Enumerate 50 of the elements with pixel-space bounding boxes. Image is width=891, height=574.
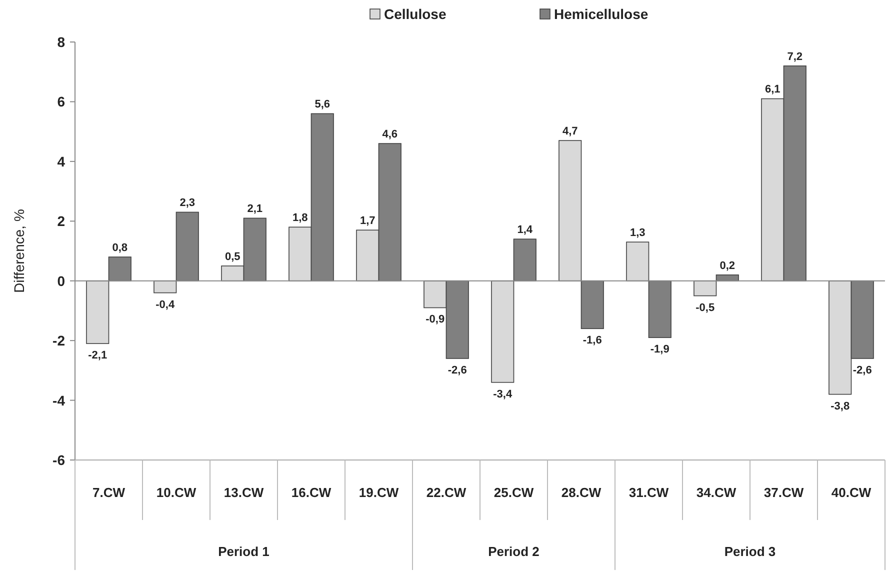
x-tick-label: 16.CW: [291, 485, 332, 500]
data-label: 4,7: [562, 126, 578, 138]
x-tick-label: 19.CW: [358, 485, 400, 500]
y-tick-label: -2: [52, 332, 66, 349]
x-tick-label: 22.CW: [426, 485, 467, 500]
data-label: 6,1: [764, 84, 780, 96]
data-label: -0,9: [426, 314, 445, 326]
data-label: 1,8: [292, 212, 308, 224]
data-label: -3,8: [830, 400, 850, 412]
legend-label: Cellulose: [384, 6, 446, 22]
data-label: 5,6: [314, 98, 330, 111]
data-label: 1,4: [517, 224, 534, 236]
y-tick-label: 0: [57, 272, 66, 289]
data-label: -0,5: [696, 302, 715, 314]
x-tick-label: 25.CW: [494, 485, 534, 500]
data-label: -2,6: [852, 364, 872, 376]
data-label: 1,7: [360, 215, 376, 228]
text: Period 3: [724, 544, 776, 559]
y-tick-label: 6: [57, 94, 66, 110]
data-label: -3,4: [493, 388, 513, 400]
data-label: -1,9: [650, 344, 670, 356]
text: Period 1: [218, 544, 270, 559]
x-tick-label: 13.CW: [224, 485, 264, 500]
text: Period 2: [488, 544, 540, 559]
x-tick-label: 10.CW: [156, 485, 197, 500]
x-tick-label: 34.CW: [696, 485, 737, 500]
data-label: 7,2: [787, 50, 803, 63]
data-label: 0,2: [720, 260, 736, 272]
y-tick-label: -6: [52, 452, 66, 468]
data-label: 2,3: [180, 197, 196, 210]
legend-label: Hemicellulose: [554, 6, 648, 22]
x-tick-label: 7.CW: [92, 485, 126, 500]
data-label: -2,6: [448, 364, 467, 376]
data-label: 0,8: [112, 242, 128, 254]
data-label: -2,1: [88, 350, 108, 362]
data-label: -0,4: [156, 298, 176, 311]
x-tick-label: 28.CW: [561, 485, 602, 500]
data-label: -1,6: [582, 334, 602, 347]
data-label: 2,1: [247, 203, 263, 216]
y-tick-label: 4: [57, 153, 66, 170]
data-label: 1,3: [630, 227, 646, 240]
data-label: 4,6: [382, 128, 398, 141]
y-tick-label: 8: [57, 34, 66, 50]
x-tick-label: 40.CW: [831, 485, 872, 500]
data-label: 0,5: [224, 250, 240, 263]
y-tick-label: -4: [52, 392, 66, 408]
y-tick-label: 2: [57, 213, 66, 230]
x-tick-label: 31.CW: [628, 485, 670, 500]
y-axis-title: Difference, %: [11, 209, 27, 293]
x-tick-label: 37.CW: [764, 485, 804, 500]
